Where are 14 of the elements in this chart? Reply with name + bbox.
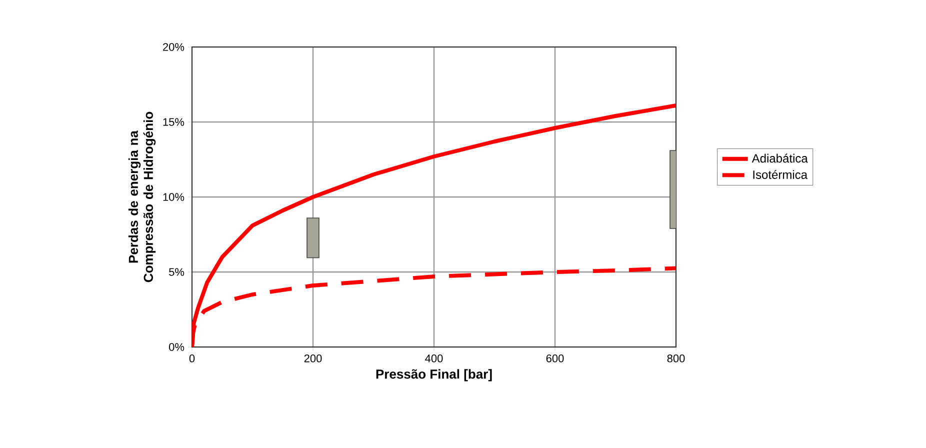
y-tick-label: 20%	[163, 43, 184, 51]
legend-label: Adiabática	[752, 154, 808, 163]
y-tick-label: 5%	[169, 268, 184, 276]
y-tick-label: 10%	[163, 193, 184, 201]
y-tick-label: 15%	[163, 118, 184, 126]
legend-label: Isotérmica	[753, 170, 808, 179]
x-tick-label: 800	[667, 354, 685, 362]
x-axis-title: Pressão Final [bar]	[376, 369, 492, 382]
x-tick-label: 200	[304, 354, 322, 362]
x-tick-label: 600	[546, 354, 564, 362]
y-tick-label: 0%	[169, 343, 184, 351]
x-tick-label: 0	[189, 354, 195, 362]
y-axis-title: Perdas de energia na Compressão de Hidrogénio	[128, 112, 156, 282]
x-tick-label: 400	[425, 354, 443, 362]
